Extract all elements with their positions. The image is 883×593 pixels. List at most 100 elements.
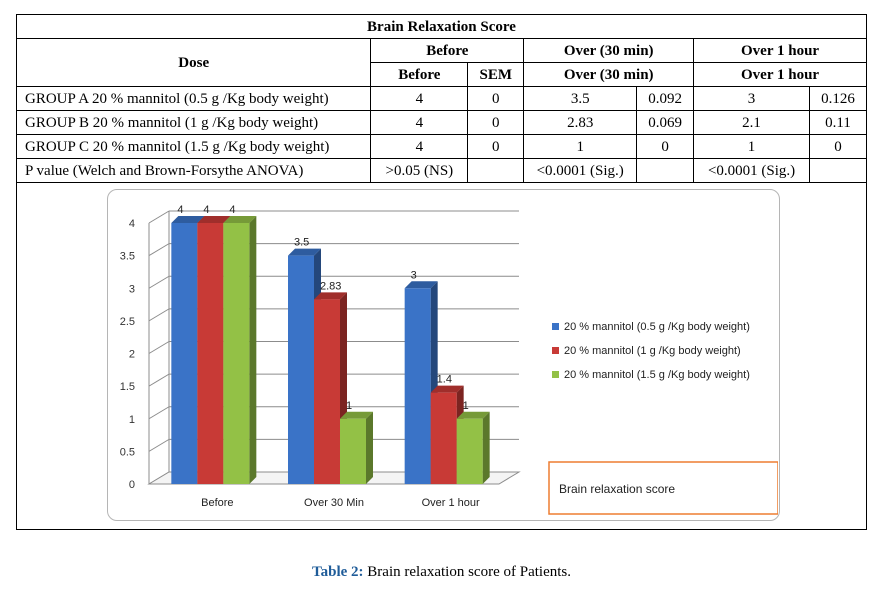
table-row: GROUP B 20 % mannitol (1 g /Kg body weig… bbox=[15, 110, 868, 135]
legend-label: 20 % mannitol (1.5 g /Kg body weight) bbox=[564, 369, 750, 381]
gridline-side bbox=[148, 243, 170, 257]
table-cell: <0.0001 (Sig.) bbox=[523, 158, 638, 183]
table-cell: 0.11 bbox=[808, 110, 868, 135]
p-value-label: P value (Welch and Brown-Forsythe ANOVA) bbox=[15, 158, 372, 183]
chart-table-cell bbox=[16, 183, 867, 530]
table-cell: 3 bbox=[693, 86, 810, 111]
subheader-over1h: Over 1 hour bbox=[693, 62, 867, 87]
data-label: 3.5 bbox=[294, 237, 309, 249]
gridline-side bbox=[148, 373, 170, 387]
table-row: GROUP A 20 % mannitol (0.5 g /Kg body we… bbox=[15, 86, 868, 111]
data-label: 3 bbox=[411, 269, 417, 281]
dose-header: Dose bbox=[15, 38, 372, 87]
bar bbox=[223, 223, 250, 484]
bar-chart: 0 0.5 1 1.5 2 2.5 3 3.5 4 4 4 4 Before 3.5 2.83 1 Over 3… bbox=[120, 204, 778, 515]
bar bbox=[430, 392, 457, 484]
bar-top bbox=[223, 216, 257, 223]
bar-top bbox=[288, 248, 321, 256]
annotation-box bbox=[548, 461, 778, 515]
group-header-before: Before bbox=[370, 38, 525, 63]
bar-top bbox=[171, 216, 205, 223]
bar bbox=[197, 223, 224, 484]
annotation-text: Brain relaxation score bbox=[559, 482, 675, 496]
table-cell bbox=[636, 158, 695, 183]
bar bbox=[171, 223, 198, 484]
legend-swatch bbox=[552, 371, 559, 378]
data-label: 2.83 bbox=[320, 280, 341, 292]
table-cell: 1 bbox=[523, 134, 638, 159]
bar-side bbox=[249, 216, 257, 484]
x-tick-label: Over 1 hour bbox=[422, 497, 480, 509]
table-cell: >0.05 (NS) bbox=[370, 158, 469, 183]
y-tick-label: 0.5 bbox=[120, 446, 135, 458]
table-cell: 0 bbox=[808, 134, 868, 159]
gridline-side bbox=[148, 406, 170, 420]
y-tick-label: 2.5 bbox=[120, 316, 135, 328]
subheader-before: Before bbox=[370, 62, 469, 87]
bar-top bbox=[456, 411, 490, 419]
bar-top bbox=[430, 385, 464, 393]
table-cell: 0 bbox=[636, 134, 695, 159]
group-header-over30: Over (30 min) bbox=[523, 38, 695, 63]
caption-text: Brain relaxation score of Patients. bbox=[363, 564, 571, 580]
bar-top bbox=[340, 411, 373, 419]
table-cell: 2.83 bbox=[523, 110, 638, 135]
data-label: 1.4 bbox=[437, 374, 452, 386]
dose-cell: GROUP B 20 % mannitol (1 g /Kg body weig… bbox=[15, 110, 372, 135]
table-cell bbox=[467, 158, 525, 183]
dose-cell: GROUP C 20 % mannitol (1.5 g /Kg body we… bbox=[15, 134, 372, 159]
bar-top bbox=[404, 281, 438, 289]
y-tick-label: 1 bbox=[129, 414, 135, 426]
bar-top bbox=[314, 292, 347, 300]
y-tick-label: 3 bbox=[129, 283, 135, 295]
data-label: 1 bbox=[463, 400, 469, 412]
table-cell: 0.069 bbox=[636, 110, 695, 135]
table-cell: 0 bbox=[467, 134, 525, 159]
legend-label: 20 % mannitol (1 g /Kg body weight) bbox=[564, 345, 741, 357]
table-cell: <0.0001 (Sig.) bbox=[693, 158, 810, 183]
bar bbox=[404, 288, 431, 484]
gridline-side bbox=[148, 341, 170, 354]
table-cell: 0.092 bbox=[636, 86, 695, 111]
subheader-sem: SEM bbox=[467, 62, 525, 87]
data-label: 4 bbox=[229, 204, 235, 216]
bar-side bbox=[482, 411, 490, 484]
y-tick-label: 2 bbox=[129, 349, 135, 361]
bar bbox=[288, 255, 314, 484]
data-label: 4 bbox=[203, 204, 209, 216]
caption-label: Table 2: bbox=[312, 564, 364, 580]
bar-side bbox=[366, 411, 373, 484]
data-label: 4 bbox=[177, 204, 183, 216]
table-row: GROUP C 20 % mannitol (1.5 g /Kg body we… bbox=[15, 134, 868, 159]
table-cell: 0 bbox=[467, 110, 525, 135]
bar bbox=[340, 418, 366, 484]
table-cell: 4 bbox=[370, 86, 469, 111]
table-cell: 1 bbox=[693, 134, 810, 159]
legend-swatch bbox=[552, 323, 559, 330]
table-cell: 4 bbox=[370, 110, 469, 135]
table-cell: 2.1 bbox=[693, 110, 810, 135]
bar-top bbox=[197, 216, 231, 223]
table-cell: 0 bbox=[467, 86, 525, 111]
dose-cell: GROUP A 20 % mannitol (0.5 g /Kg body we… bbox=[15, 86, 372, 111]
table-cell: 4 bbox=[370, 134, 469, 159]
table-cell bbox=[808, 158, 868, 183]
y-tick-label: 3.5 bbox=[120, 251, 135, 263]
table-row: P value (Welch and Brown-Forsythe ANOVA)… bbox=[15, 158, 868, 183]
legend-swatch bbox=[552, 347, 559, 354]
x-tick-label: Before bbox=[201, 497, 233, 509]
table-caption: Table 2: Brain relaxation score of Patie… bbox=[0, 564, 883, 581]
legend-label: 20 % mannitol (0.5 g /Kg body weight) bbox=[564, 321, 750, 333]
y-tick-label: 4 bbox=[129, 218, 135, 230]
y-tick-label: 1.5 bbox=[120, 381, 135, 393]
table-cell: 0.126 bbox=[808, 86, 868, 111]
y-tick-label: 0 bbox=[129, 479, 135, 491]
gridline-side bbox=[148, 210, 170, 224]
bar bbox=[456, 418, 483, 484]
group-header-over1h: Over 1 hour bbox=[693, 38, 867, 63]
table-title: Brain Relaxation Score bbox=[16, 14, 867, 39]
gridline-side bbox=[148, 275, 170, 289]
brain-relaxation-table: Brain Relaxation Score Dose Before Over … bbox=[15, 14, 868, 183]
x-tick-label: Over 30 Min bbox=[304, 497, 364, 509]
gridline-side bbox=[148, 308, 170, 322]
